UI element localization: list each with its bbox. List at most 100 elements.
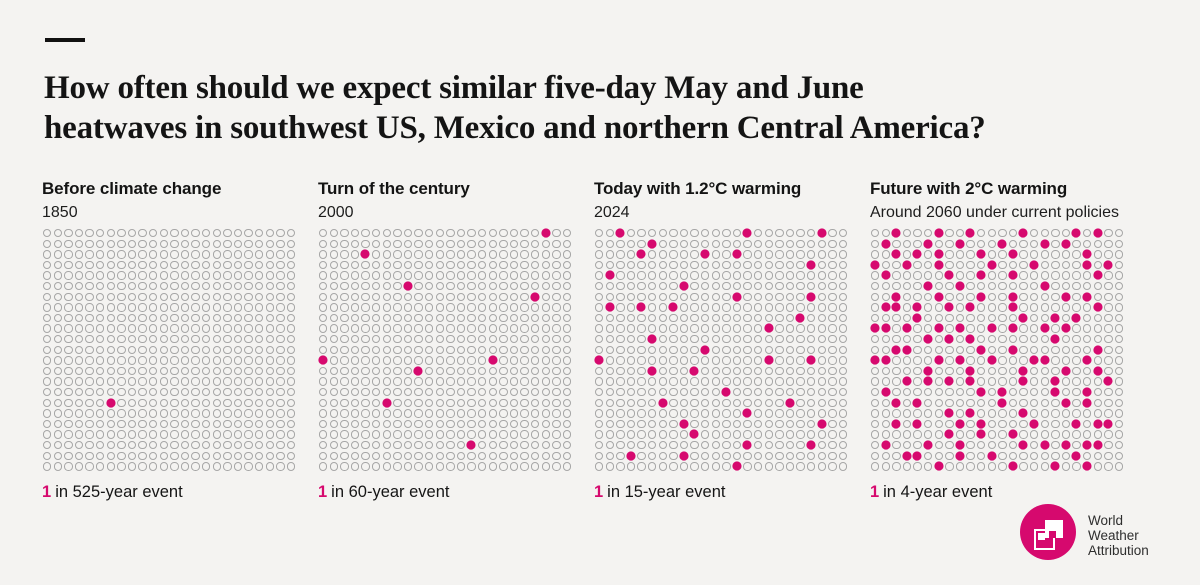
year-dot — [414, 409, 423, 418]
year-dot — [425, 239, 434, 249]
year-dot — [701, 239, 710, 249]
year-dot — [775, 398, 784, 407]
year-dot — [488, 250, 497, 259]
event-year-dot — [1039, 281, 1050, 292]
year-dot — [138, 271, 147, 280]
year-dot — [595, 377, 604, 386]
year-dot — [488, 398, 497, 407]
year-dot — [1029, 440, 1039, 450]
year-dot — [435, 366, 444, 376]
year-dot — [509, 430, 519, 439]
year-dot — [446, 324, 455, 333]
year-dot — [127, 388, 137, 397]
year-dot — [456, 313, 466, 323]
year-dot — [552, 440, 561, 450]
year-dot — [180, 451, 190, 460]
year-dot — [53, 303, 63, 312]
year-dot — [202, 345, 211, 355]
year-dot — [286, 303, 296, 312]
caption-frequency-text: in 15-year event — [607, 482, 726, 501]
event-year-dot — [902, 376, 912, 387]
event-year-dot — [647, 366, 658, 376]
year-dot — [552, 282, 561, 291]
year-dot — [1072, 303, 1081, 312]
year-dot — [679, 292, 689, 302]
year-dot — [456, 250, 466, 259]
year-dot — [648, 282, 657, 291]
event-year-dot — [986, 355, 997, 366]
year-dot — [785, 462, 795, 471]
year-dot — [913, 271, 922, 280]
year-dot — [828, 260, 837, 270]
year-dot — [233, 239, 243, 249]
year-dot — [223, 366, 232, 376]
year-dot — [530, 239, 540, 249]
year-dot — [1114, 260, 1124, 270]
year-dot — [1019, 335, 1028, 344]
year-dot — [106, 451, 116, 460]
year-dot — [806, 430, 816, 439]
year-dot — [212, 260, 221, 270]
year-dot — [732, 282, 742, 291]
year-dot — [340, 260, 349, 270]
year-dot — [1114, 303, 1124, 312]
year-dot — [775, 324, 784, 333]
year-dot — [96, 282, 105, 291]
event-year-dot — [997, 387, 1008, 398]
year-dot — [913, 324, 922, 333]
year-dot — [319, 292, 328, 302]
year-dot — [467, 451, 476, 460]
year-dot — [212, 398, 221, 407]
year-dot — [1019, 239, 1028, 249]
year-dot — [679, 271, 689, 280]
year-dot — [372, 239, 381, 249]
year-dot — [393, 356, 402, 365]
year-dot — [796, 250, 805, 259]
year-dot — [254, 462, 264, 471]
year-dot — [743, 419, 752, 429]
year-dot — [595, 260, 604, 270]
year-dot — [1104, 250, 1113, 259]
year-dot — [202, 409, 211, 418]
year-dot — [966, 356, 975, 365]
year-dot — [361, 419, 370, 429]
year-dot — [350, 282, 360, 291]
year-dot — [393, 250, 402, 259]
year-dot — [934, 345, 943, 355]
year-dot — [96, 419, 105, 429]
year-dot — [913, 335, 922, 344]
year-dot — [340, 282, 349, 291]
year-dot — [1114, 229, 1124, 238]
year-dot — [361, 282, 370, 291]
year-dot — [74, 282, 84, 291]
year-dot — [1104, 292, 1113, 302]
year-dot — [913, 377, 922, 386]
event-year-dot — [955, 419, 965, 429]
year-dot — [159, 229, 169, 238]
year-dot — [467, 398, 476, 407]
year-dot — [976, 377, 986, 386]
year-dot — [276, 271, 285, 280]
year-dot — [499, 462, 508, 471]
year-dot — [393, 282, 402, 291]
year-dot — [414, 419, 423, 429]
year-dot — [998, 419, 1007, 429]
year-dot — [945, 398, 954, 407]
year-dot — [212, 366, 221, 376]
year-dot — [286, 398, 296, 407]
year-dot — [180, 292, 190, 302]
year-dot — [838, 440, 848, 450]
year-dot — [265, 239, 274, 249]
year-dot — [669, 292, 678, 302]
year-dot — [43, 440, 52, 450]
year-dot — [509, 324, 519, 333]
year-dot — [530, 335, 540, 344]
year-dot — [616, 462, 625, 471]
year-dot — [127, 356, 137, 365]
year-dot — [838, 239, 848, 249]
year-dot — [202, 462, 211, 471]
year-dot — [233, 260, 243, 270]
year-dot — [1029, 282, 1039, 291]
year-dot — [329, 335, 339, 344]
year-dot — [53, 388, 63, 397]
